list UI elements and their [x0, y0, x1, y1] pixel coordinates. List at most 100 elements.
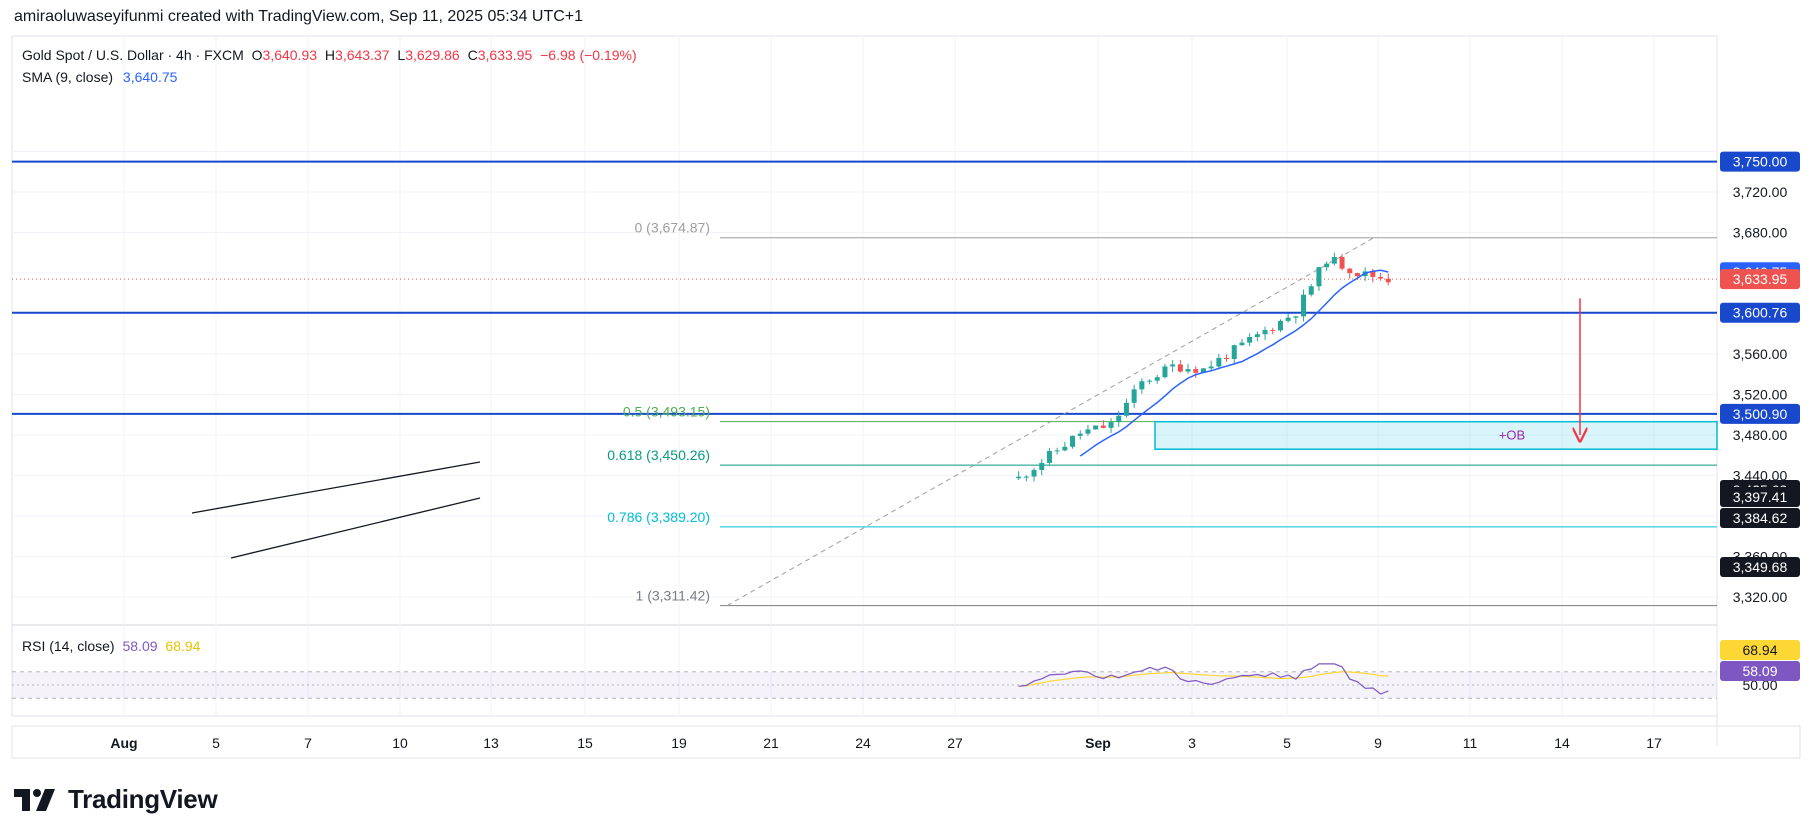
time-axis-label: 3 — [1188, 735, 1196, 751]
candle-body — [1378, 276, 1384, 279]
candle-body — [1139, 381, 1145, 390]
candle-body — [1270, 330, 1276, 332]
candle-body — [1316, 267, 1322, 287]
candle-body — [1131, 389, 1137, 403]
price-tag: 3,633.95 — [1720, 269, 1800, 290]
time-axis-label: 27 — [947, 735, 963, 751]
candle-body — [1085, 429, 1091, 434]
candle-body — [1170, 364, 1176, 367]
price-tag-text: 3,397.41 — [1733, 489, 1788, 505]
candle-body — [1062, 446, 1068, 451]
price-level-tag-text: 3,500.90 — [1733, 406, 1788, 422]
candle-body — [1247, 337, 1253, 343]
low-label: L — [397, 47, 406, 63]
price-level-tag-text: 3,750.00 — [1733, 154, 1788, 170]
candle-body — [1154, 377, 1160, 381]
candle-body — [1100, 425, 1106, 428]
symbol-name[interactable]: Gold Spot / U.S. Dollar · 4h · FXCM — [22, 47, 244, 63]
time-axis-label: 21 — [763, 735, 779, 751]
candle-body — [1262, 330, 1268, 335]
time-axis-label: Sep — [1085, 735, 1111, 751]
candle-body — [1116, 415, 1122, 423]
candle-body — [1324, 263, 1330, 268]
wedge-lower-line[interactable] — [230, 497, 481, 559]
candle-body — [1046, 451, 1052, 463]
candle-body — [1277, 320, 1283, 331]
close-value: 3,633.95 — [477, 47, 533, 63]
candle-body — [1354, 273, 1360, 277]
fib-level-label: 0.786 (3,389.20) — [607, 509, 710, 525]
low-value: 3,629.86 — [405, 47, 460, 63]
time-axis-label: 5 — [1283, 735, 1291, 751]
order-block-label: +OB — [1499, 428, 1525, 443]
candle-body — [1123, 402, 1129, 416]
price-level-tag-bg — [1720, 302, 1800, 323]
price-axis-label: 3,480.00 — [1733, 427, 1788, 443]
fib-level-label: 0.5 (3,493.15) — [623, 404, 710, 420]
time-axis-label: 7 — [304, 735, 312, 751]
time-axis-label: 24 — [855, 735, 871, 751]
candle-body — [1108, 422, 1114, 428]
sma-label[interactable]: SMA (9, close) — [22, 69, 114, 85]
time-axis-label: 17 — [1646, 735, 1662, 751]
order-block-zone[interactable] — [1154, 420, 1718, 450]
wedge-upper-line[interactable] — [191, 461, 481, 514]
fib-level-label: 1 (3,311.42) — [636, 588, 710, 604]
price-axis-label: 3,680.00 — [1733, 225, 1788, 241]
price-tag-bg — [1720, 556, 1800, 577]
candle-body — [1301, 294, 1307, 317]
high-label: H — [324, 47, 336, 63]
candle-body — [1254, 334, 1260, 338]
price-tag-text: 3,633.95 — [1733, 271, 1788, 287]
close-label: C — [467, 47, 478, 63]
candle-body — [1216, 357, 1222, 367]
price-axis-label: 3,560.00 — [1733, 346, 1788, 362]
time-axis-label: Aug — [110, 735, 137, 751]
time-axis-label: 19 — [671, 735, 687, 751]
candle-body — [1293, 316, 1299, 318]
price-axis-label: 3,320.00 — [1733, 589, 1788, 605]
price-level-tag: 3,500.90 — [1720, 403, 1800, 424]
candle-body — [1285, 317, 1291, 321]
candle-body — [1023, 476, 1029, 478]
time-axis-label: 9 — [1374, 735, 1382, 751]
time-axis-label: 14 — [1554, 735, 1570, 751]
candle-body — [1093, 425, 1099, 430]
candle-body — [1331, 257, 1337, 264]
candle-body — [1347, 268, 1353, 274]
brand-name: TradingView — [68, 784, 218, 814]
price-level-tag: 3,750.00 — [1720, 151, 1800, 172]
time-axis-label: 5 — [212, 735, 220, 751]
fib-trend-line[interactable] — [726, 237, 1375, 607]
rsi-label[interactable]: RSI (14, close) — [22, 638, 115, 654]
sma-value: 3,640.75 — [122, 69, 178, 85]
candle-body — [1031, 470, 1037, 477]
candle-body — [1147, 380, 1153, 382]
candle-body — [1339, 257, 1345, 269]
price-tag-bg — [1720, 269, 1800, 290]
open-label: O — [251, 47, 263, 63]
price-axis-label: 3,720.00 — [1733, 184, 1788, 200]
candle-body — [1231, 345, 1237, 360]
rsi-tag-text: 58.09 — [1742, 663, 1777, 679]
fib-level-label: 0 (3,674.87) — [635, 220, 711, 236]
candle-body — [1200, 368, 1206, 373]
price-axis-label: 3,440.00 — [1733, 468, 1788, 484]
price-tag: 3,384.62 — [1720, 508, 1800, 528]
price-level-tag: 3,600.76 — [1720, 302, 1800, 323]
price-tag: 3,397.41 — [1720, 487, 1800, 507]
price-tag-text: 3,349.68 — [1733, 559, 1788, 575]
time-axis-label: 13 — [483, 735, 499, 751]
time-axis-label: 10 — [392, 735, 408, 751]
candle-body — [1370, 271, 1376, 277]
rsi-tag: 68.94 — [1720, 640, 1800, 660]
rsi-legend: RSI (14, close) 58.09 68.94 — [22, 638, 200, 654]
rsi-line — [1018, 663, 1389, 695]
candle-body — [1193, 369, 1199, 373]
candle-body — [1308, 286, 1314, 295]
candle-body — [1077, 433, 1083, 436]
candle-body — [1208, 366, 1214, 369]
change-value: −6.98 (−0.19%) — [540, 47, 637, 63]
candle-body — [1016, 476, 1022, 479]
